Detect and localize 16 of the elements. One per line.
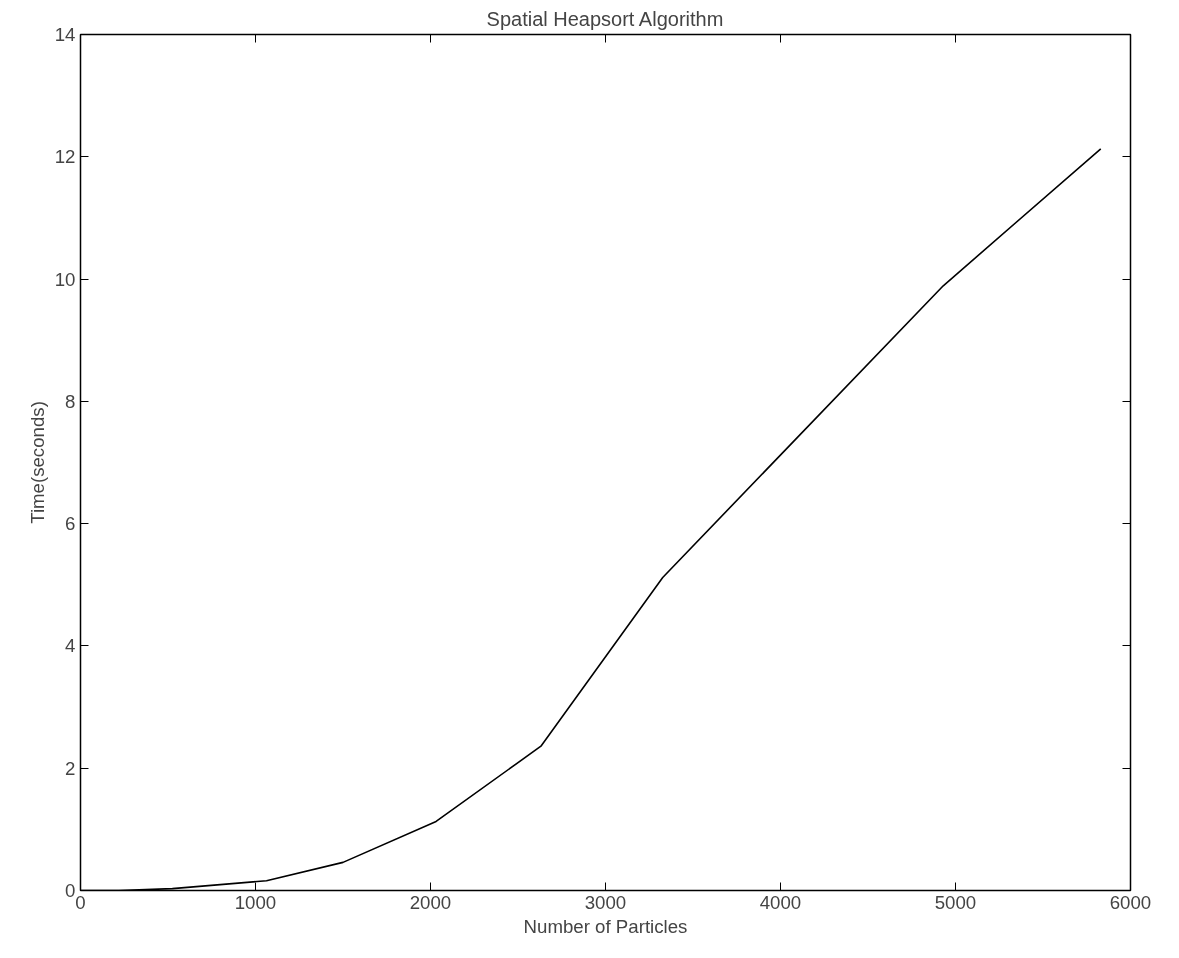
- y-tick-label: 8: [65, 390, 76, 412]
- x-axis-title: Number of Particles: [523, 915, 688, 937]
- y-tick-label: 12: [54, 146, 76, 168]
- x-tick-label: 2000: [409, 891, 452, 913]
- y-tick-label: 2: [65, 757, 76, 779]
- x-tick-label: 5000: [934, 891, 977, 913]
- y-tick-label: 10: [54, 268, 76, 290]
- x-tick-label: 1000: [234, 891, 277, 913]
- y-tick-label: 4: [65, 635, 76, 657]
- x-tick-label: 4000: [759, 891, 802, 913]
- x-tick-label: 3000: [584, 891, 627, 913]
- x-tick-label: 6000: [1109, 891, 1152, 913]
- y-tick-label: 14: [54, 24, 76, 45]
- y-tick-label: 6: [65, 513, 76, 535]
- chart-title: Spatial Heapsort Algorithm: [486, 7, 724, 30]
- y-axis-title: Time(seconds): [26, 401, 48, 524]
